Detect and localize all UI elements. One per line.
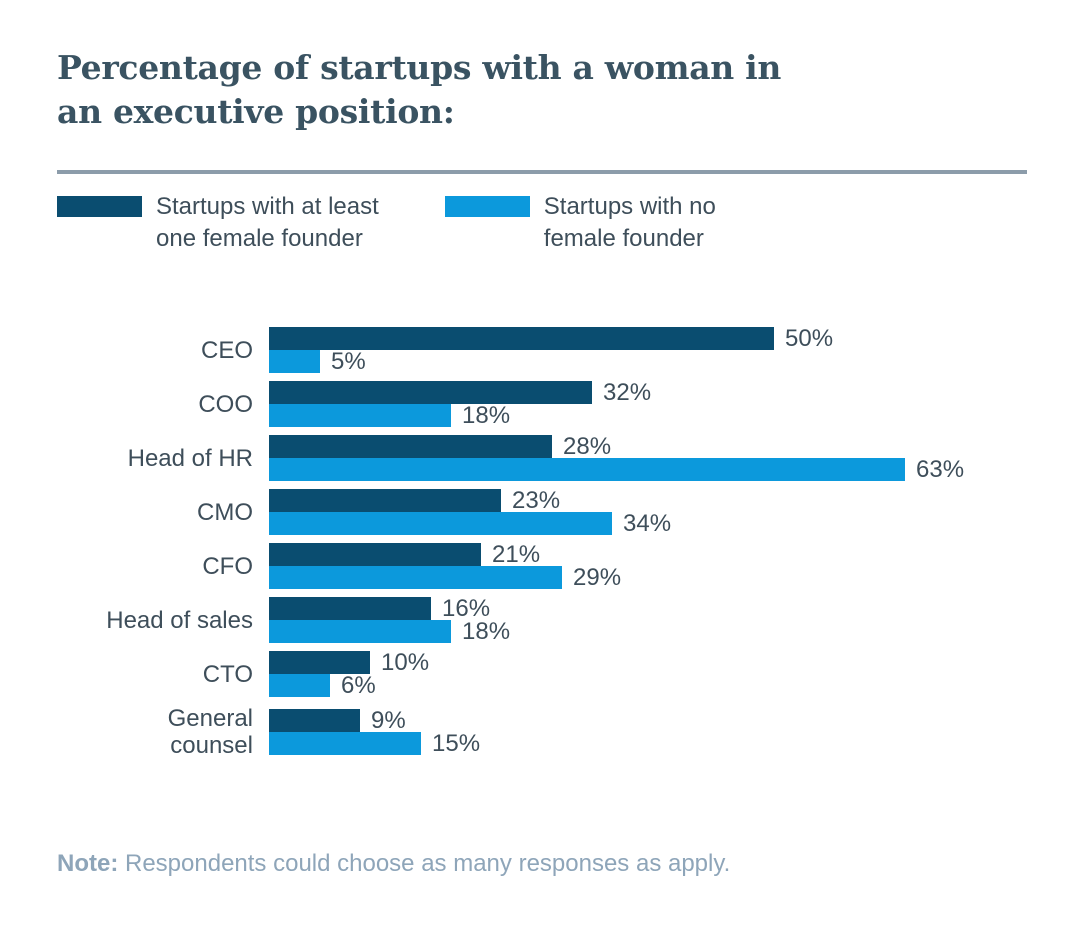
bar-line: 63% (269, 455, 965, 483)
legend-item-no-female-founder: Startups with no female founder (444, 191, 716, 255)
value-label: 18% (462, 617, 511, 645)
bar-row: Head of sales 16% 18% (57, 594, 1057, 645)
bar-dark (269, 597, 431, 620)
bar-line: 50% (269, 324, 834, 352)
bar-group: 10% 6% (269, 648, 430, 699)
bar-dark (269, 651, 370, 674)
bar-dark (269, 543, 481, 566)
bar-row: COO 32% 18% (57, 378, 1057, 429)
bar-chart: CEO 50% 5% COO 32% 18% Head of HR 28% 63% CMO 23% 3… (57, 324, 1057, 767)
legend-label: Startups with at least one female founde… (156, 193, 379, 252)
bar-group: 23% 34% (269, 486, 672, 537)
bar-line: 5% (269, 347, 833, 375)
footnote: Note: Respondents could choose as many r… (57, 850, 730, 878)
bar-line: 6% (269, 671, 429, 699)
value-label: 63% (916, 455, 965, 483)
value-label: 50% (785, 324, 834, 352)
legend: Startups with at least one female founde… (57, 191, 716, 255)
footnote-text: Respondents could choose as many respons… (118, 850, 731, 877)
bar-row: CEO 50% 5% (57, 324, 1057, 375)
bar-dark (269, 709, 360, 732)
bar-dark (269, 381, 592, 404)
bar-light (269, 732, 421, 755)
value-label: 5% (331, 347, 366, 375)
bar-row: CFO 21% 29% (57, 540, 1057, 591)
legend-swatch-light (444, 196, 530, 217)
bar-row: CMO 23% 34% (57, 486, 1057, 537)
value-label: 34% (623, 509, 672, 537)
category-label: Head of HR (127, 444, 253, 472)
bar-light (269, 674, 330, 697)
footnote-label: Note: (57, 850, 119, 877)
bar-row: General counsel 9% 15% (57, 705, 1057, 759)
bar-row: Head of HR 28% 63% (57, 432, 1057, 483)
bar-line: 9% (269, 706, 480, 734)
bar-light (269, 620, 451, 643)
bar-group: 16% 18% (269, 594, 511, 645)
category-label: COO (198, 390, 253, 418)
bar-dark (269, 327, 774, 350)
value-label: 21% (492, 540, 541, 568)
category-label: CFO (202, 552, 253, 580)
bar-line: 21% (269, 540, 621, 568)
value-label: 32% (603, 378, 652, 406)
bar-group: 32% 18% (269, 378, 652, 429)
bar-dark (269, 435, 552, 458)
bar-light (269, 566, 562, 589)
bar-light (269, 512, 612, 535)
bar-line: 18% (269, 617, 511, 645)
bar-light (269, 350, 320, 373)
value-label: 15% (432, 729, 481, 757)
bar-line: 18% (269, 401, 651, 429)
chart-title: Percentage of startups with a woman in a… (57, 48, 782, 131)
bar-group: 9% 15% (269, 706, 481, 757)
bar-line: 15% (269, 729, 481, 757)
value-label: 10% (381, 648, 430, 676)
category-label: Head of sales (106, 606, 253, 634)
legend-item-female-founder: Startups with at least one female founde… (57, 191, 379, 255)
value-label: 9% (371, 706, 406, 734)
bar-line: 28% (269, 432, 964, 460)
value-label: 6% (341, 671, 376, 699)
value-label: 29% (573, 563, 622, 591)
bar-line: 32% (269, 378, 652, 406)
bar-line: 29% (269, 563, 622, 591)
category-label: General counsel (167, 705, 253, 759)
bar-row: CTO 10% 6% (57, 648, 1057, 699)
bar-group: 50% 5% (269, 324, 834, 375)
bar-line: 16% (269, 594, 510, 622)
legend-swatch-dark (57, 196, 142, 217)
bar-group: 28% 63% (269, 432, 965, 483)
bar-line: 23% (269, 486, 671, 514)
bar-dark (269, 489, 501, 512)
bar-light (269, 458, 905, 481)
bar-light (269, 404, 451, 427)
divider-rule (57, 170, 1027, 174)
category-label: CEO (200, 336, 253, 364)
bar-line: 34% (269, 509, 672, 537)
bar-group: 21% 29% (269, 540, 622, 591)
legend-label: Startups with no female founder (543, 193, 716, 252)
category-label: CMO (197, 498, 253, 526)
bar-line: 10% (269, 648, 430, 676)
category-label: CTO (202, 660, 253, 688)
value-label: 28% (563, 432, 612, 460)
value-label: 16% (442, 594, 491, 622)
value-label: 18% (462, 401, 511, 429)
value-label: 23% (512, 486, 561, 514)
